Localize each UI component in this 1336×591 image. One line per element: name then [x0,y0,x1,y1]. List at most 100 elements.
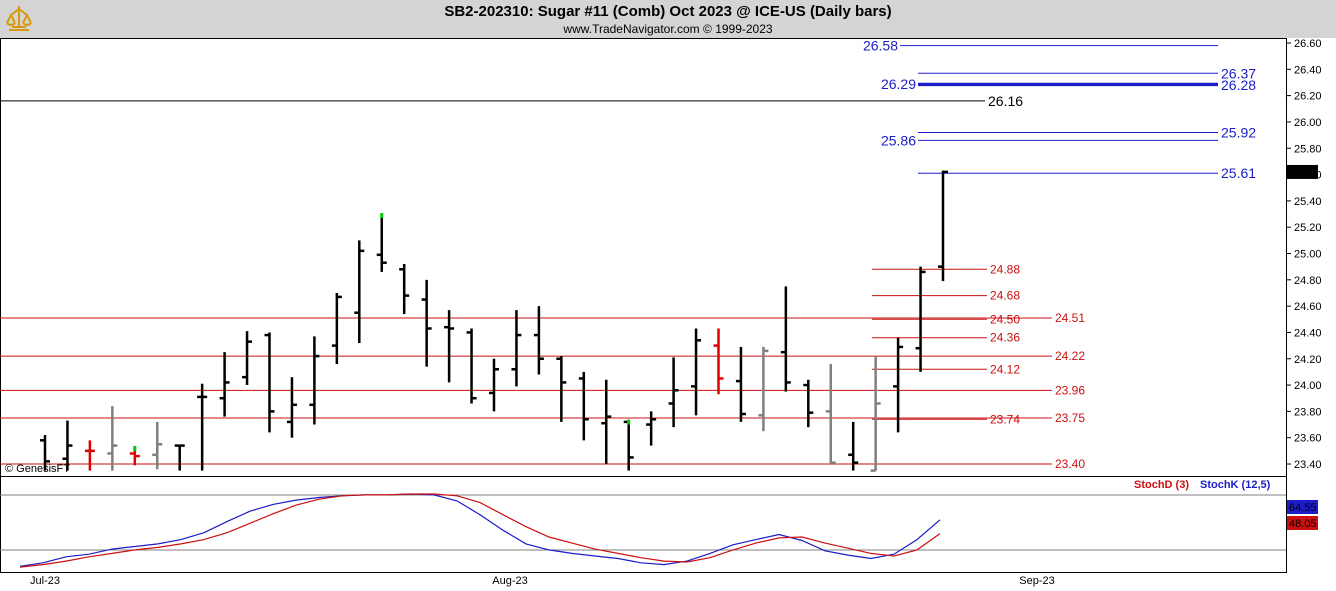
price-bar-23 [556,356,567,422]
price-bar-18 [444,310,455,383]
level-label-12: 24.36 [990,331,1020,345]
price-bar-6 [174,444,185,471]
price-bar-15 [376,213,387,272]
price-bar-2 [84,440,95,471]
indicator-panel-frame [0,476,1287,573]
level-label-11: 24.50 [990,312,1020,326]
price-bar-28 [668,357,679,428]
watermark: © GenesisFT [5,463,70,475]
y-tick-label-1: 26.40 [1294,64,1322,76]
price-bar-19 [466,328,477,404]
price-bar-27 [646,411,657,446]
price-bar-1 [62,420,73,471]
price-bar-40 [938,170,948,282]
price-bar-37 [870,356,881,472]
level-label-5: 25.92 [1221,124,1256,140]
price-bar-24 [578,371,589,441]
level-label-9: 24.68 [990,289,1020,303]
stoch-last-box-0 [1287,500,1318,514]
legend-stoch-d: StochD (3) [1134,479,1189,491]
price-bar-marker-15 [380,213,384,219]
price-bar-5 [152,421,163,470]
chart-subtitle: www.TradeNavigator.com © 1999-2023 [563,22,773,36]
price-bar-16 [399,264,410,315]
last-price-label: 25.62 [1289,167,1317,179]
price-bar-11 [286,377,297,438]
legend-stoch-k: StochK (12,5) [1200,479,1271,491]
level-label-2: 26.29 [881,76,916,92]
stoch-line-1 [19,493,941,568]
price-bar-32 [758,346,769,432]
level-label-13: 24.22 [1055,349,1085,363]
price-bar-13 [331,292,342,365]
price-bar-25 [601,379,612,464]
y-tick-label-14: 23.80 [1294,406,1322,418]
x-tick-label-1: Aug-23 [492,575,527,587]
x-tick-label-2: Sep-23 [1019,575,1054,587]
price-bar-14 [354,240,365,343]
price-bar-9 [242,331,253,386]
price-bar-7 [197,383,208,471]
price-bar-26 [623,419,634,471]
price-bar-31 [735,346,746,422]
price-bar-17 [421,279,432,367]
level-label-17: 23.74 [990,412,1020,426]
stoch-last-box-1 [1287,516,1318,530]
last-price-box [1287,164,1318,179]
level-label-6: 25.86 [881,132,916,148]
y-tick-label-2: 26.20 [1294,91,1322,103]
level-label-15: 23.96 [1055,383,1085,397]
price-bar-8 [219,352,230,417]
level-label-3: 26.28 [1221,77,1256,93]
level-label-18: 23.40 [1055,457,1085,471]
level-label-16: 23.75 [1055,411,1085,425]
trade-navigator-logo-icon [6,6,32,31]
price-bar-21 [511,310,522,387]
level-label-14: 24.12 [990,362,1020,376]
price-bar-10 [264,332,275,433]
price-bar-34 [803,379,814,428]
price-bar-38 [893,337,904,433]
y-tick-label-4: 25.80 [1294,143,1322,155]
y-tick-label-10: 24.60 [1294,301,1322,313]
level-label-8: 24.88 [990,262,1020,276]
y-tick-label-11: 24.40 [1294,327,1322,339]
price-bar-3 [107,406,118,471]
price-bar-39 [915,266,926,372]
price-bar-36 [848,421,859,471]
level-label-7: 25.61 [1221,165,1256,181]
price-bar-0 [40,435,50,471]
stoch-line-0 [19,493,941,567]
price-panel-frame [0,38,1287,477]
y-tick-label-0: 26.60 [1294,38,1322,50]
level-label-4: 26.16 [988,93,1023,109]
x-tick-label-0: Jul-23 [30,575,60,587]
price-bar-4 [129,445,140,466]
price-bar-29 [691,328,702,416]
price-bar-30 [713,328,724,395]
y-tick-label-16: 23.40 [1294,459,1322,471]
y-tick-label-7: 25.20 [1294,222,1322,234]
chart-header: SB2-202310: Sugar #11 (Comb) Oct 2023 @ … [0,0,1336,38]
price-bar-12 [309,336,320,425]
price-bar-35 [825,364,836,464]
chart-title: SB2-202310: Sugar #11 (Comb) Oct 2023 @ … [444,3,892,20]
y-tick-label-3: 26.00 [1294,117,1322,129]
price-bar-20 [489,358,499,412]
price-bar-22 [533,306,544,375]
y-tick-label-8: 25.00 [1294,249,1322,261]
y-tick-label-6: 25.40 [1294,196,1322,208]
level-label-0: 26.58 [863,38,898,54]
y-tick-label-15: 23.60 [1294,433,1322,445]
level-label-1: 26.37 [1221,65,1256,81]
y-tick-label-13: 24.00 [1294,380,1322,392]
stoch-last-label-0: 64.55 [1289,502,1317,514]
level-label-10: 24.51 [1055,311,1085,325]
price-bar-marker-26 [627,419,631,425]
y-tick-label-12: 24.20 [1294,354,1322,366]
price-bar-33 [780,286,791,392]
price-bar-marker-4 [133,445,137,451]
y-tick-label-9: 24.80 [1294,275,1322,287]
stoch-last-label-1: 48.05 [1289,518,1317,530]
